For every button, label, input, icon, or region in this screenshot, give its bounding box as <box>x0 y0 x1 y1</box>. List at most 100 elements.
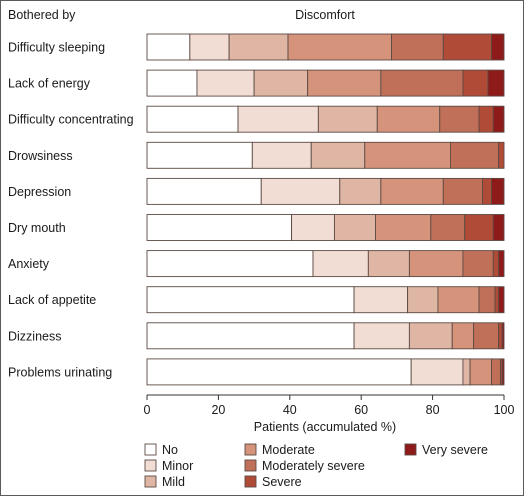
legend-label-severe: Severe <box>262 475 302 489</box>
bar-segment-problems-urinating-minor <box>410 358 464 386</box>
bar-segment-dizziness-very-severe <box>501 322 505 350</box>
bar-segment-problems-urinating-moderate <box>469 358 492 386</box>
legend: No Minor Mild Moderate Moderately severe Seve… <box>144 443 488 489</box>
bar-segment-difficulty-sleeping-moderately-severe <box>391 33 444 61</box>
bar-segment-drowsiness-minor <box>251 141 312 169</box>
bar-segment-problems-urinating-no <box>146 358 412 386</box>
bar-segment-difficulty-concentrating-no <box>146 105 239 133</box>
legend-label-moderate: Moderate <box>262 443 315 457</box>
bar-segment-drowsiness-severe <box>498 141 505 169</box>
category-label-difficulty-sleeping: Difficulty sleeping <box>8 41 105 55</box>
legend-swatch-minor <box>144 459 157 472</box>
bar-segment-lack-of-energy-severe <box>462 69 489 97</box>
bar-segment-dizziness-severe <box>498 322 503 350</box>
bar-segment-depression-no <box>146 177 262 205</box>
bar-segment-dry-mouth-moderate <box>375 214 432 241</box>
bar-segment-difficulty-sleeping-very-severe <box>491 33 505 61</box>
bar-segment-drowsiness-no <box>146 141 253 169</box>
bar-segment-anxiety-moderately-severe <box>462 250 494 278</box>
bar-segment-problems-urinating-mild <box>462 358 471 386</box>
bar-segment-difficulty-concentrating-severe <box>478 105 494 133</box>
x-tick-label: 0 <box>144 403 151 417</box>
bar-segment-anxiety-moderate <box>408 250 464 278</box>
bar-segment-dizziness-minor <box>353 322 410 350</box>
bar-segment-problems-urinating-moderately-severe <box>491 358 501 386</box>
legend-label-minor: Minor <box>162 459 193 473</box>
bar-segment-depression-very-severe <box>491 177 505 205</box>
bar-segment-lack-of-energy-mild <box>253 69 309 97</box>
legend-swatch-mild <box>144 475 157 488</box>
bar-segment-lack-of-energy-moderate <box>307 69 382 97</box>
bar-segment-dizziness-moderately-severe <box>473 322 500 350</box>
category-label-drowsiness: Drowsiness <box>8 149 73 163</box>
legend-label-moderately-severe: Moderately severe <box>262 459 365 473</box>
bar-segment-difficulty-concentrating-moderately-severe <box>439 105 480 133</box>
category-label-difficulty-concentrating: Difficulty concentrating <box>8 113 134 127</box>
bar-segment-lack-of-appetite-moderately-severe <box>478 286 496 314</box>
bar-segment-difficulty-sleeping-severe <box>442 33 492 61</box>
bar-segment-depression-severe <box>482 177 492 205</box>
bar-segment-lack-of-energy-moderately-severe <box>380 69 464 97</box>
bar-segment-anxiety-mild <box>367 250 410 278</box>
bar-segment-difficulty-concentrating-minor <box>237 105 319 133</box>
bar-segment-difficulty-concentrating-very-severe <box>492 105 505 133</box>
bar-segment-lack-of-energy-very-severe <box>487 69 505 97</box>
bar-segment-depression-moderate <box>380 177 444 205</box>
category-label-dry-mouth: Dry mouth <box>8 221 66 235</box>
bar-segment-dry-mouth-mild <box>333 214 376 241</box>
bar-segment-difficulty-sleeping-no <box>146 33 191 61</box>
bar-segment-depression-minor <box>260 177 341 205</box>
category-header: Bothered by <box>8 8 76 22</box>
bar-segment-drowsiness-moderately-severe <box>450 141 500 169</box>
bar-segment-depression-moderately-severe <box>442 177 484 205</box>
x-tick-label: 100 <box>494 403 515 417</box>
category-label-problems-urinating: Problems urinating <box>8 365 112 379</box>
bar-segment-lack-of-energy-no <box>146 69 198 97</box>
legend-swatch-moderately-severe <box>244 459 257 472</box>
legend-label-very-severe: Very severe <box>422 443 488 457</box>
legend-swatch-very-severe <box>404 443 417 456</box>
bar-segment-difficulty-sleeping-minor <box>189 33 230 61</box>
x-axis: 0 20 40 60 80 100 <box>144 394 515 417</box>
category-label-depression: Depression <box>8 185 71 199</box>
bar-segment-difficulty-concentrating-mild <box>317 105 378 133</box>
legend-swatch-moderate <box>244 443 257 456</box>
bar-segment-anxiety-no <box>146 250 314 278</box>
legend-swatch-severe <box>244 475 257 488</box>
bar-rows: Difficulty sleeping Lack of energy Difficu… <box>8 33 505 386</box>
bar-segment-anxiety-minor <box>312 250 369 278</box>
bar-segment-dry-mouth-minor <box>291 214 335 241</box>
x-tick-label: 20 <box>211 403 225 417</box>
bar-segment-dry-mouth-no <box>146 214 293 241</box>
x-axis-label: Patients (accumulated %) <box>254 420 396 434</box>
bar-segment-lack-of-appetite-moderate <box>437 286 480 314</box>
x-tick-label: 40 <box>283 403 297 417</box>
legend-label-no: No <box>162 443 178 457</box>
bar-segment-dizziness-moderate <box>451 322 475 350</box>
bar-segment-lack-of-appetite-no <box>146 286 355 314</box>
chart-title: Discomfort <box>295 8 355 22</box>
bar-segment-lack-of-appetite-mild <box>407 286 439 314</box>
bar-segment-drowsiness-moderate <box>364 141 451 169</box>
bar-segment-lack-of-appetite-minor <box>353 286 409 314</box>
x-tick-label: 60 <box>354 403 368 417</box>
category-label-dizziness: Dizziness <box>8 329 62 343</box>
bar-segment-lack-of-energy-minor <box>196 69 255 97</box>
bar-segment-anxiety-severe <box>492 250 500 278</box>
bar-segment-dry-mouth-very-severe <box>492 214 505 241</box>
bar-segment-difficulty-sleeping-moderate <box>287 33 392 61</box>
bar-segment-drowsiness-mild <box>310 141 366 169</box>
bar-segment-dry-mouth-moderately-severe <box>430 214 466 241</box>
category-label-lack-of-appetite: Lack of appetite <box>8 293 96 307</box>
bar-segment-dizziness-no <box>146 322 355 350</box>
bar-segment-dry-mouth-severe <box>464 214 494 241</box>
bar-segment-lack-of-appetite-severe <box>494 286 500 314</box>
category-label-lack-of-energy: Lack of energy <box>8 77 91 91</box>
legend-label-mild: Mild <box>162 475 185 489</box>
bar-segment-dizziness-mild <box>408 322 453 350</box>
bar-segment-depression-mild <box>339 177 382 205</box>
bar-segment-anxiety-very-severe <box>498 250 505 278</box>
legend-swatch-no <box>144 443 157 456</box>
bar-segment-problems-urinating-very-severe <box>501 358 505 386</box>
